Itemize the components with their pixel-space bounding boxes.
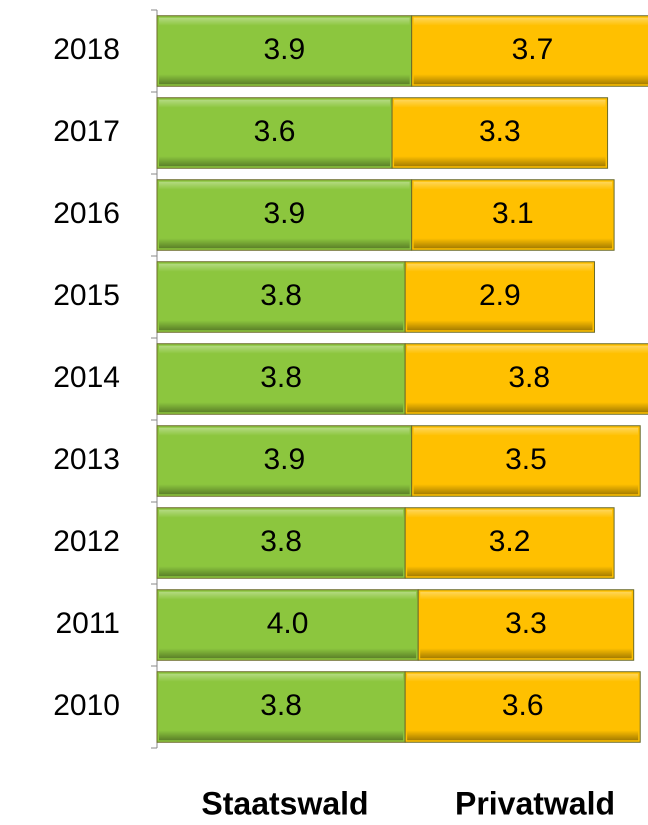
bar-shade	[413, 181, 613, 249]
y-tick-label: 2011	[55, 607, 120, 640]
bar-shade	[413, 17, 648, 85]
bar-shade	[159, 181, 410, 249]
legend-label: Staatswald	[201, 785, 368, 821]
y-tick-label: 2015	[53, 279, 120, 312]
value-label: 3.3	[505, 607, 547, 640]
value-label: 3.6	[502, 689, 544, 722]
value-label: 3.9	[263, 33, 305, 66]
value-label: 3.2	[489, 525, 531, 558]
bar-shade	[159, 99, 391, 167]
bar-shade	[407, 673, 639, 741]
value-label: 3.6	[254, 115, 296, 148]
bar-shade	[159, 263, 404, 331]
value-label: 3.9	[263, 197, 305, 230]
y-tick-label: 2012	[53, 525, 120, 558]
value-label: 3.7	[512, 33, 554, 66]
value-label: 3.8	[508, 361, 550, 394]
value-label: 3.3	[479, 115, 521, 148]
bar-shade	[159, 591, 417, 659]
value-label: 3.8	[260, 689, 302, 722]
bar-shade	[159, 345, 404, 413]
bar-shade	[394, 99, 606, 167]
legend-label: Privatwald	[455, 785, 615, 821]
value-label: 3.8	[260, 361, 302, 394]
y-tick-label: 2016	[53, 197, 120, 230]
y-tick-label: 2014	[53, 361, 120, 394]
bar-shade	[407, 263, 593, 331]
y-tick-label: 2010	[53, 689, 120, 722]
value-label: 3.1	[492, 197, 534, 230]
value-label: 4.0	[267, 607, 309, 640]
value-label: 3.8	[260, 525, 302, 558]
bar-shade	[407, 345, 648, 413]
bar-shade	[159, 673, 404, 741]
value-label: 3.5	[505, 443, 547, 476]
bar-shade	[159, 427, 410, 495]
bar-shade	[407, 509, 613, 577]
bar-shade	[159, 17, 410, 85]
bar-shade	[413, 427, 639, 495]
y-tick-label: 2017	[53, 115, 120, 148]
value-label: 3.9	[263, 443, 305, 476]
value-label: 2.9	[479, 279, 521, 312]
y-tick-label: 2013	[53, 443, 120, 476]
y-tick-label: 2018	[53, 33, 120, 66]
bar-shade	[159, 509, 404, 577]
bar-shade	[420, 591, 632, 659]
value-label: 3.8	[260, 279, 302, 312]
